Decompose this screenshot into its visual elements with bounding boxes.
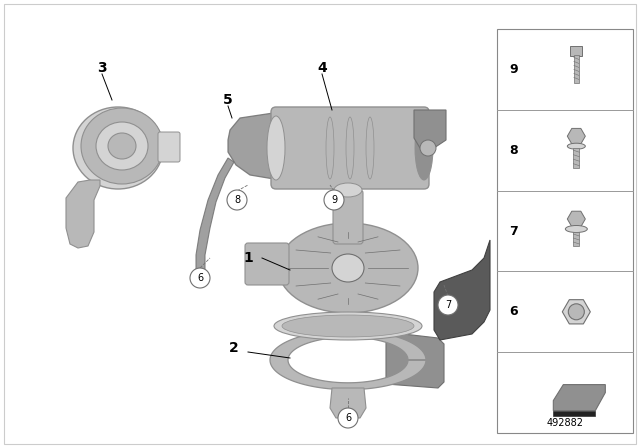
Ellipse shape — [108, 133, 136, 159]
FancyBboxPatch shape — [333, 190, 363, 244]
Ellipse shape — [274, 312, 422, 340]
Text: 7: 7 — [509, 224, 518, 237]
Circle shape — [438, 295, 458, 315]
Circle shape — [227, 190, 247, 210]
Text: 2: 2 — [229, 341, 239, 355]
Ellipse shape — [73, 107, 163, 189]
Ellipse shape — [334, 183, 362, 197]
Circle shape — [338, 408, 358, 428]
Text: 1: 1 — [243, 251, 253, 265]
Polygon shape — [196, 158, 234, 272]
Ellipse shape — [81, 108, 163, 184]
Text: 5: 5 — [223, 93, 233, 107]
Text: 9: 9 — [331, 195, 337, 205]
Ellipse shape — [415, 116, 433, 180]
FancyBboxPatch shape — [570, 47, 582, 56]
Text: 6: 6 — [345, 413, 351, 423]
Ellipse shape — [332, 254, 364, 282]
Ellipse shape — [565, 225, 588, 233]
Text: 8: 8 — [509, 144, 518, 157]
Polygon shape — [554, 384, 605, 411]
FancyBboxPatch shape — [158, 132, 180, 162]
Ellipse shape — [278, 223, 418, 313]
Ellipse shape — [96, 122, 148, 170]
Text: 6: 6 — [197, 273, 203, 283]
FancyBboxPatch shape — [497, 29, 633, 433]
Text: 9: 9 — [509, 63, 518, 76]
Ellipse shape — [282, 315, 414, 337]
Polygon shape — [414, 110, 446, 148]
Polygon shape — [386, 332, 444, 388]
Text: 6: 6 — [509, 305, 518, 318]
Ellipse shape — [567, 143, 586, 149]
Circle shape — [420, 140, 436, 156]
Polygon shape — [66, 180, 100, 248]
Text: 492882: 492882 — [547, 418, 584, 428]
FancyBboxPatch shape — [574, 56, 579, 83]
FancyBboxPatch shape — [271, 107, 429, 189]
FancyBboxPatch shape — [4, 4, 636, 444]
Text: 7: 7 — [445, 300, 451, 310]
Text: 4: 4 — [317, 61, 327, 75]
Polygon shape — [228, 112, 340, 180]
Circle shape — [324, 190, 344, 210]
FancyBboxPatch shape — [573, 148, 579, 168]
FancyBboxPatch shape — [573, 232, 579, 246]
Polygon shape — [270, 330, 426, 390]
Circle shape — [568, 304, 584, 320]
Polygon shape — [554, 411, 595, 416]
FancyBboxPatch shape — [245, 243, 289, 285]
Text: 3: 3 — [97, 61, 107, 75]
Polygon shape — [434, 240, 490, 340]
Circle shape — [190, 268, 210, 288]
Ellipse shape — [267, 116, 285, 180]
Text: 8: 8 — [234, 195, 240, 205]
Polygon shape — [330, 388, 366, 418]
